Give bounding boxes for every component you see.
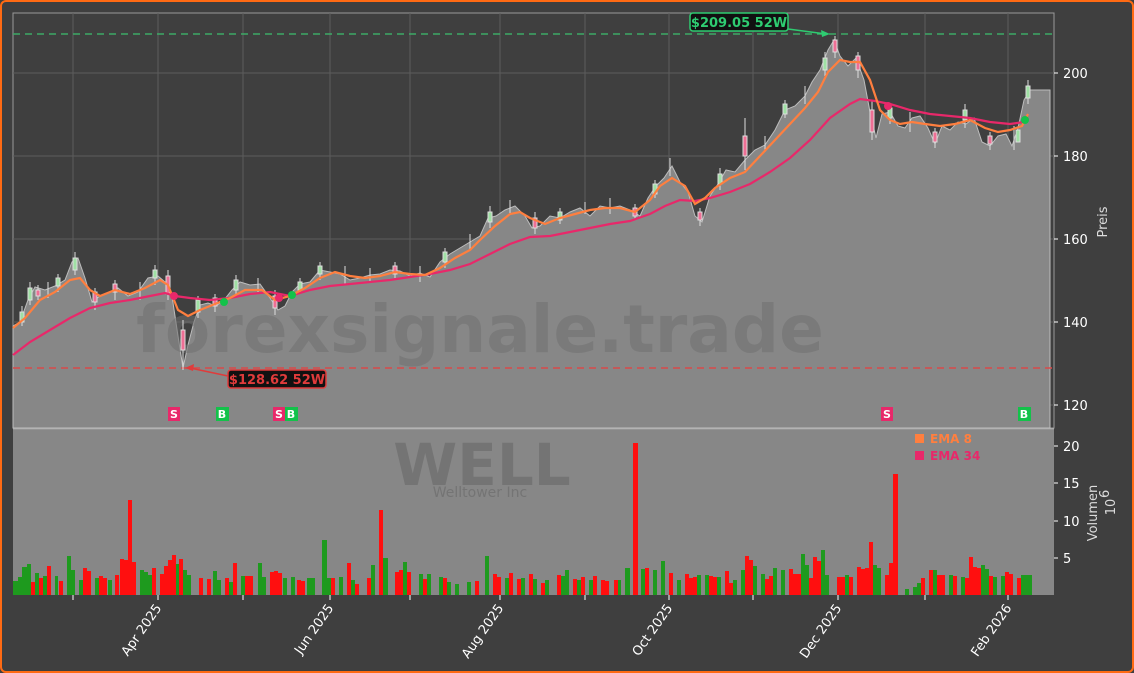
svg-text:Oct 2025: Oct 2025 [630,602,677,660]
volume-bars [13,443,1032,595]
legend-ema8-label: EMA 8 [930,432,972,446]
cross-dot-sell [275,294,283,302]
legend-ema34-label: EMA 34 [930,449,980,463]
cross-dot-buy [220,298,228,306]
svg-text:120: 120 [1063,399,1088,414]
svg-text:Feb 2026: Feb 2026 [968,602,1015,660]
price-axis-label: Preis [1096,206,1111,237]
watermark-text: forexsignale.trade [136,291,824,368]
signal-sell-label: S [275,408,283,421]
signal-buy-label: B [287,408,295,421]
svg-text:160: 160 [1063,233,1088,248]
high-52w-label: $209.05 52W [691,16,787,31]
signal-sell-marker [881,407,893,421]
svg-text:Jun 2025: Jun 2025 [291,602,337,659]
low-52w-annotation: $128.62 52W [185,364,327,389]
svg-text:Dec 2025: Dec 2025 [797,602,845,662]
legend-ema8-swatch [915,434,924,443]
legend-ema34-swatch [915,451,924,460]
company-watermark: Welltower Inc [433,485,527,501]
signal-sell-marker [168,407,180,421]
ticker-watermark: WELL [393,431,571,499]
svg-text:5: 5 [1063,552,1071,567]
svg-text:15: 15 [1063,477,1080,492]
signal-sell-label: S [170,408,178,421]
cross-dot-buy [1021,116,1029,124]
price-area [12,38,1051,429]
cross-dot-sell [170,292,178,300]
signal-buy-label: B [218,408,226,421]
svg-text:10: 10 [1104,499,1119,516]
svg-text:180: 180 [1063,150,1088,165]
low-52w-label: $128.62 52W [229,373,325,388]
svg-text:10: 10 [1063,515,1080,530]
signal-buy-marker [1018,407,1031,421]
price-axis: 200 180 160 140 120 Preis [1054,67,1111,414]
svg-text:Aug 2025: Aug 2025 [459,602,507,662]
signal-buy-label: B [1020,408,1028,421]
cross-dot-sell [884,102,892,110]
high-52w-annotation: $209.05 52W [689,12,830,37]
signal-sell-marker [273,407,285,421]
svg-text:200: 200 [1063,67,1088,82]
legend: EMA 8 EMA 34 [915,432,980,463]
x-axis-labels: Apr 2025 Jun 2025 Aug 2025 Oct 2025 Dec … [119,602,1016,662]
volume-axis-label: Volumen [1086,485,1101,542]
volume-panel [13,430,1054,595]
svg-text:Apr 2025: Apr 2025 [119,602,166,660]
signal-buy-marker [285,407,298,421]
x-axis-ticks [72,595,1009,600]
svg-text:140: 140 [1063,316,1088,331]
signal-buy-marker [216,407,229,421]
volume-axis: 20 15 10 5 Volumen 10 6 [1054,440,1119,567]
signal-sell-label: S [883,408,891,421]
ema8-line [12,58,1029,329]
cross-dot-buy [288,291,296,299]
svg-text:6: 6 [1098,490,1113,498]
svg-text:20: 20 [1063,440,1080,455]
